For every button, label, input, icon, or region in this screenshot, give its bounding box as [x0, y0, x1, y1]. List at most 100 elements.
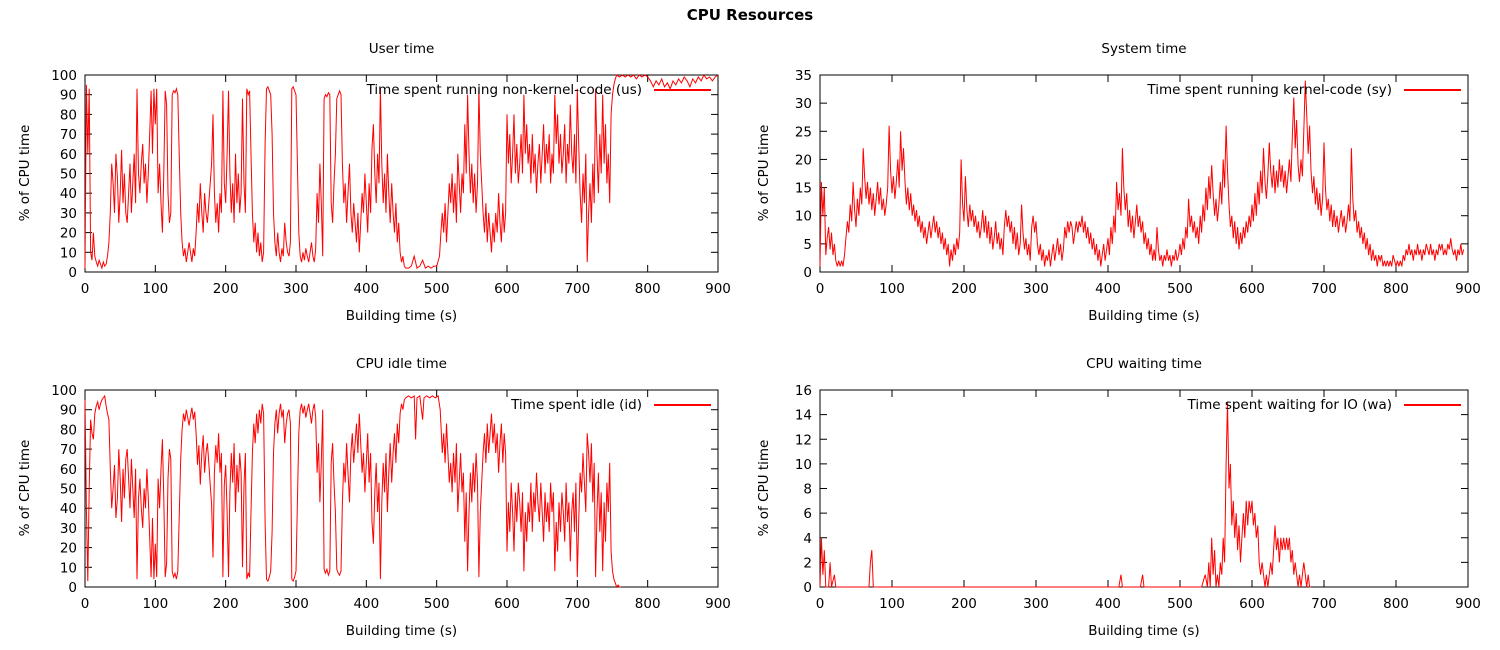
- y-tick-label: 0: [68, 580, 77, 596]
- plot-border: [819, 389, 1469, 588]
- y-tick-label: 4: [803, 531, 812, 547]
- x-tick-label: 0: [816, 281, 825, 297]
- y-tick-label: 0: [803, 580, 812, 596]
- x-axis-label: Building time (s): [1088, 623, 1200, 639]
- x-tick-label: 900: [705, 281, 731, 297]
- y-tick-label: 10: [60, 560, 77, 576]
- y-axis-label: % of CPU time: [17, 439, 33, 536]
- x-tick-label: 100: [142, 596, 168, 612]
- x-tick-label: 700: [1311, 281, 1337, 297]
- y-tick-label: 10: [795, 457, 812, 473]
- legend-label: Time spent running non-kernel-code (us): [366, 82, 642, 98]
- y-tick-label: 30: [60, 521, 77, 537]
- y-tick-label: 20: [60, 226, 77, 242]
- y-tick-label: 40: [60, 186, 77, 202]
- y-tick-label: 5: [803, 237, 812, 253]
- y-tick-label: 6: [803, 506, 812, 522]
- y-tick-label: 80: [60, 107, 77, 123]
- x-tick-label: 700: [564, 596, 590, 612]
- x-tick-label: 500: [424, 281, 450, 297]
- x-tick-label: 0: [816, 596, 825, 612]
- legend: Time spent idle (id): [89, 397, 711, 413]
- panel-title-user-time: User time: [368, 41, 435, 57]
- x-tick-label: 300: [1023, 596, 1049, 612]
- y-tick-label: 90: [60, 88, 77, 104]
- x-tick-label: 200: [213, 596, 239, 612]
- legend: Time spent running kernel-code (sy): [824, 82, 1461, 98]
- x-tick-label: 500: [1167, 281, 1193, 297]
- x-tick-label: 900: [705, 596, 731, 612]
- legend-label: Time spent idle (id): [511, 397, 642, 413]
- x-tick-label: 200: [951, 281, 977, 297]
- x-tick-label: 900: [1455, 596, 1481, 612]
- legend: Time spent waiting for IO (wa): [824, 397, 1461, 413]
- y-tick-label: 70: [60, 442, 77, 458]
- x-tick-label: 400: [353, 596, 379, 612]
- y-tick-label: 90: [60, 403, 77, 419]
- y-tick-label: 40: [60, 501, 77, 517]
- y-tick-label: 0: [68, 265, 77, 281]
- x-tick-label: 900: [1455, 281, 1481, 297]
- y-tick-label: 20: [795, 152, 812, 168]
- y-tick-label: 60: [60, 147, 77, 163]
- legend-line-sample: [1404, 89, 1461, 91]
- y-tick-label: 25: [795, 124, 812, 140]
- data-series-line: [819, 80, 1465, 267]
- panel-title-system-time: System time: [1101, 41, 1187, 57]
- x-tick-label: 500: [424, 596, 450, 612]
- x-tick-label: 500: [1167, 596, 1193, 612]
- x-tick-label: 300: [283, 596, 309, 612]
- data-series-line: [84, 394, 621, 589]
- y-tick-label: 30: [60, 206, 77, 222]
- x-tick-label: 600: [494, 281, 520, 297]
- legend-label: Time spent running kernel-code (sy): [1147, 82, 1392, 98]
- legend-label: Time spent waiting for IO (wa): [1187, 397, 1392, 413]
- x-tick-label: 400: [1095, 596, 1121, 612]
- y-axis-label: % of CPU time: [756, 124, 772, 221]
- y-tick-label: 10: [795, 209, 812, 225]
- legend-line-sample: [654, 89, 711, 91]
- x-tick-label: 800: [1383, 596, 1409, 612]
- x-tick-label: 300: [1023, 281, 1049, 297]
- x-tick-label: 0: [81, 281, 90, 297]
- y-tick-label: 10: [60, 245, 77, 261]
- x-tick-label: 400: [353, 281, 379, 297]
- y-axis-label: % of CPU time: [756, 439, 772, 536]
- x-tick-label: 100: [142, 281, 168, 297]
- data-series-line: [819, 402, 1311, 588]
- x-tick-label: 700: [564, 281, 590, 297]
- y-tick-label: 0: [803, 265, 812, 281]
- y-tick-label: 70: [60, 127, 77, 143]
- y-tick-label: 12: [795, 432, 812, 448]
- y-tick-label: 50: [60, 482, 77, 498]
- y-tick-label: 2: [803, 555, 812, 571]
- y-tick-label: 14: [795, 408, 812, 424]
- x-axis-label: Building time (s): [345, 308, 458, 324]
- x-tick-label: 600: [1239, 596, 1265, 612]
- legend-line-sample: [654, 404, 711, 406]
- x-tick-label: 700: [1311, 596, 1337, 612]
- y-axis-label: % of CPU time: [17, 124, 33, 221]
- x-tick-label: 200: [213, 281, 239, 297]
- x-tick-label: 400: [1095, 281, 1121, 297]
- y-tick-label: 15: [795, 181, 812, 197]
- panel-title-cpu-idle-time: CPU idle time: [356, 356, 447, 372]
- page-title: CPU Resources: [686, 6, 814, 24]
- y-tick-label: 30: [795, 96, 812, 112]
- x-tick-label: 100: [879, 281, 905, 297]
- y-tick-label: 8: [803, 482, 812, 498]
- x-tick-label: 100: [879, 596, 905, 612]
- y-tick-label: 35: [795, 68, 812, 84]
- y-tick-label: 16: [795, 383, 812, 399]
- legend-line-sample: [1404, 404, 1461, 406]
- y-tick-label: 100: [51, 383, 77, 399]
- x-tick-label: 800: [635, 281, 661, 297]
- x-tick-label: 0: [81, 596, 90, 612]
- y-tick-label: 80: [60, 422, 77, 438]
- panel-title-cpu-waiting-time: CPU waiting time: [1086, 356, 1202, 372]
- x-tick-label: 800: [1383, 281, 1409, 297]
- plot-border: [819, 74, 1469, 273]
- x-tick-label: 200: [951, 596, 977, 612]
- x-tick-label: 300: [283, 281, 309, 297]
